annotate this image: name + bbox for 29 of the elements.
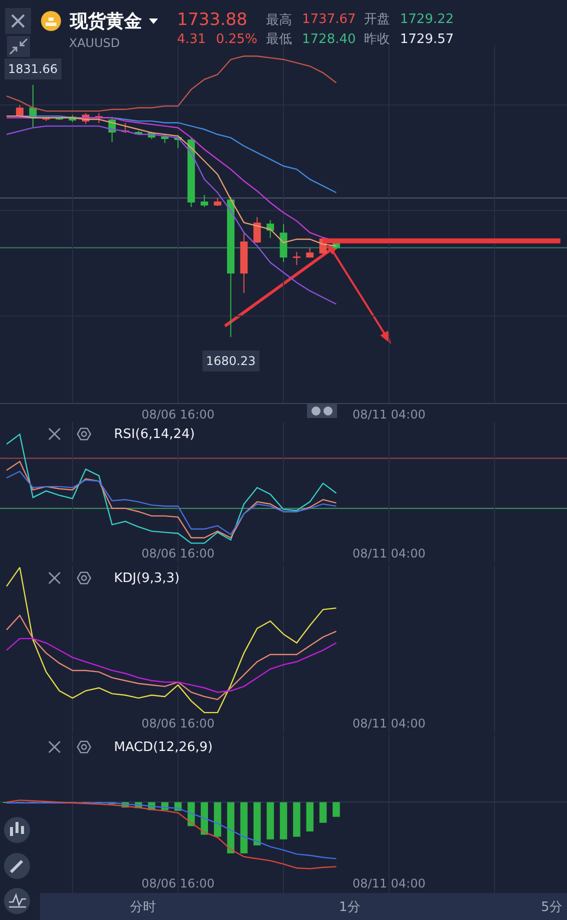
text: 1分 [339,900,360,915]
x-tick-label: 08/11 04:00 [352,716,426,731]
text: 5分 [541,900,562,915]
annotation: 0.25% [216,32,258,47]
x-tick-label: 08/11 04:00 [352,546,426,561]
text: 1729.22 [400,12,454,27]
chart-title: MACD(12,26,9) [114,740,213,755]
x-tick-label: 08/11 04:00 [352,407,426,422]
x-tick-label: 08/06 16:00 [142,407,214,422]
text: 1737.67 [302,12,356,27]
annotation: 4.31 [177,32,206,47]
annotation: 1680.23 [206,354,256,368]
chart-title: 现货黄金 [69,11,142,32]
chart-title: KDJ(9,3,3) [114,571,180,586]
text: 最高 [266,12,292,28]
text: 分时 [130,900,156,915]
x-tick-label: 08/06 16:00 [142,716,214,731]
text: 开盘 [364,12,390,27]
chart-subtitle: XAUUSD [69,36,120,50]
annotation: 昨收 [364,32,390,47]
x-tick-label: 08/06 16:00 [142,546,214,561]
x-tick-label: 08/06 16:00 [142,876,214,891]
x-tick-label: 08/11 04:00 [352,876,426,891]
annotation: 最低 [266,32,292,47]
annotation: 1831.66 [8,62,58,76]
chart-title: RSI(6,14,24) [114,427,195,442]
annotation: 1728.40 [302,32,356,47]
text: 1733.88 [177,10,248,30]
annotation: 1729.57 [400,32,454,47]
